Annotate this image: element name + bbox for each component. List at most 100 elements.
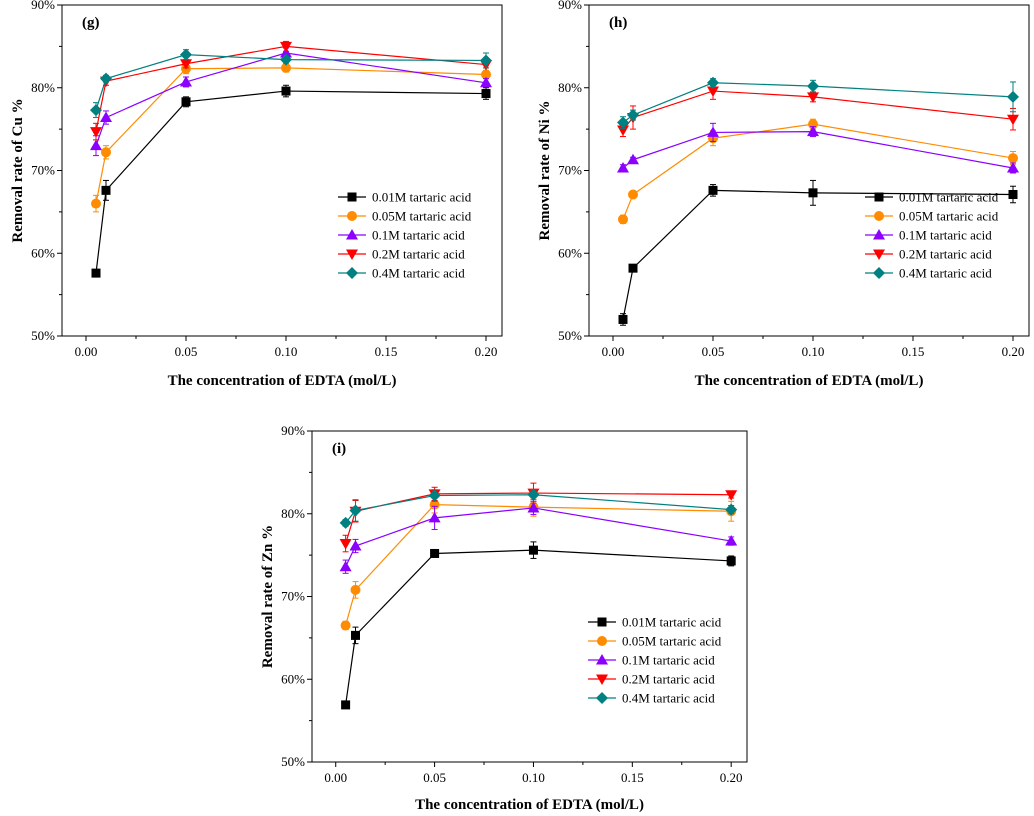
panel-label: (g) (82, 15, 100, 31)
y-tick-label: 70% (281, 589, 305, 604)
series-3 (339, 500, 738, 574)
data-point (628, 263, 638, 273)
series-line (345, 504, 732, 626)
data-point (280, 53, 292, 66)
data-point (725, 490, 738, 501)
data-point (91, 268, 101, 278)
series-5 (90, 48, 492, 119)
y-axis-label: Removal rate of Cu % (10, 98, 26, 242)
chart-panel-2: 0.00 0.05 0.10 0.15 0.20 50% 60% 70% 80% 90% The c… (537, 0, 1030, 389)
series-line (622, 123, 1014, 220)
legend-marker (347, 211, 357, 221)
data-point (281, 86, 291, 96)
legend-marker (873, 267, 885, 279)
y-tick-label: 50% (281, 754, 305, 769)
data-point (90, 139, 102, 151)
data-point (725, 535, 738, 546)
y-tick-label: 70% (31, 163, 55, 178)
legend-entry: 0.2M tartaric acid (899, 247, 992, 262)
legend-marker (597, 636, 607, 646)
series-4 (339, 482, 738, 553)
legend-entry: 0.05M tartaric acid (372, 209, 472, 224)
legend-entry: 0.2M tartaric acid (622, 672, 715, 687)
data-point (351, 630, 360, 640)
legend-marker (597, 617, 607, 627)
series-4 (617, 82, 1019, 138)
data-point (481, 89, 491, 99)
legend-entry: 0.4M tartaric acid (622, 691, 715, 706)
data-point (339, 516, 352, 529)
data-point (1007, 90, 1019, 103)
y-tick-label: 90% (31, 0, 55, 12)
data-point (707, 126, 719, 137)
data-point (100, 72, 112, 85)
plot-frame (311, 430, 748, 763)
legend-marker (346, 267, 358, 279)
y-tick-label: 60% (558, 245, 582, 260)
data-point (627, 153, 639, 165)
y-tick-label: 60% (281, 671, 305, 686)
series-line (95, 52, 487, 146)
data-point (807, 92, 819, 103)
data-point (617, 116, 629, 129)
data-point (349, 540, 362, 551)
data-point (180, 75, 192, 87)
data-point (807, 80, 819, 93)
series-2 (340, 495, 737, 631)
data-point (339, 539, 352, 550)
legend-entry: 0.01M tartaric acid (899, 190, 999, 205)
legend-marker (596, 692, 608, 704)
legend-entry: 0.05M tartaric acid (899, 209, 999, 224)
legend-entry: 0.01M tartaric acid (372, 190, 472, 205)
x-tick-label: 0.20 (1002, 344, 1025, 359)
data-point (725, 503, 738, 516)
y-tick-label: 80% (31, 80, 55, 95)
y-tick-label: 60% (31, 245, 55, 260)
x-tick-label: 0.00 (75, 344, 98, 359)
series-1 (91, 84, 491, 278)
data-point (527, 488, 540, 501)
data-point (341, 700, 351, 710)
legend-marker (874, 192, 884, 202)
data-point (617, 162, 629, 173)
legend-marker (347, 192, 357, 202)
data-point (349, 504, 362, 517)
data-point (101, 185, 111, 195)
data-point (101, 147, 111, 158)
data-point (281, 62, 291, 73)
legend-marker (346, 249, 358, 260)
legend-entry: 0.1M tartaric acid (899, 228, 992, 243)
data-point (807, 125, 819, 137)
data-point (429, 499, 440, 510)
legend-marker (596, 654, 608, 665)
data-point (618, 214, 628, 225)
data-point (726, 556, 736, 566)
x-tick-label: 0.00 (602, 344, 625, 359)
y-tick-label: 50% (558, 328, 582, 343)
legend-marker (346, 229, 358, 240)
plot-frame (588, 4, 1030, 337)
chart-panel-1: 0.00 0.05 0.10 0.15 0.20 50% 60% 70% 80% 90% The c… (10, 0, 503, 389)
data-point (528, 545, 538, 555)
y-tick-label: 90% (558, 0, 582, 12)
legend: 0.01M tartaric acid 0.05M tartaric acid 0.… (588, 615, 722, 706)
y-tick-label: 50% (31, 328, 55, 343)
data-point (628, 189, 638, 200)
legend-entry: 0.05M tartaric acid (622, 634, 722, 649)
data-point (180, 59, 192, 70)
x-tick-label: 0.05 (702, 344, 725, 359)
data-point (1008, 153, 1018, 164)
series-line (95, 67, 487, 204)
data-point (430, 548, 440, 558)
data-point (1007, 114, 1019, 126)
y-axis-label: Removal rate of Ni % (537, 101, 553, 241)
y-tick-label: 70% (558, 163, 582, 178)
x-tick-label: 0.10 (802, 344, 825, 359)
x-tick-label: 0.15 (375, 344, 398, 359)
legend-entry: 0.4M tartaric acid (372, 266, 465, 281)
data-point (708, 185, 718, 195)
legend-marker (874, 211, 884, 221)
legend-entry: 0.1M tartaric acid (622, 653, 715, 668)
data-point (480, 76, 492, 88)
